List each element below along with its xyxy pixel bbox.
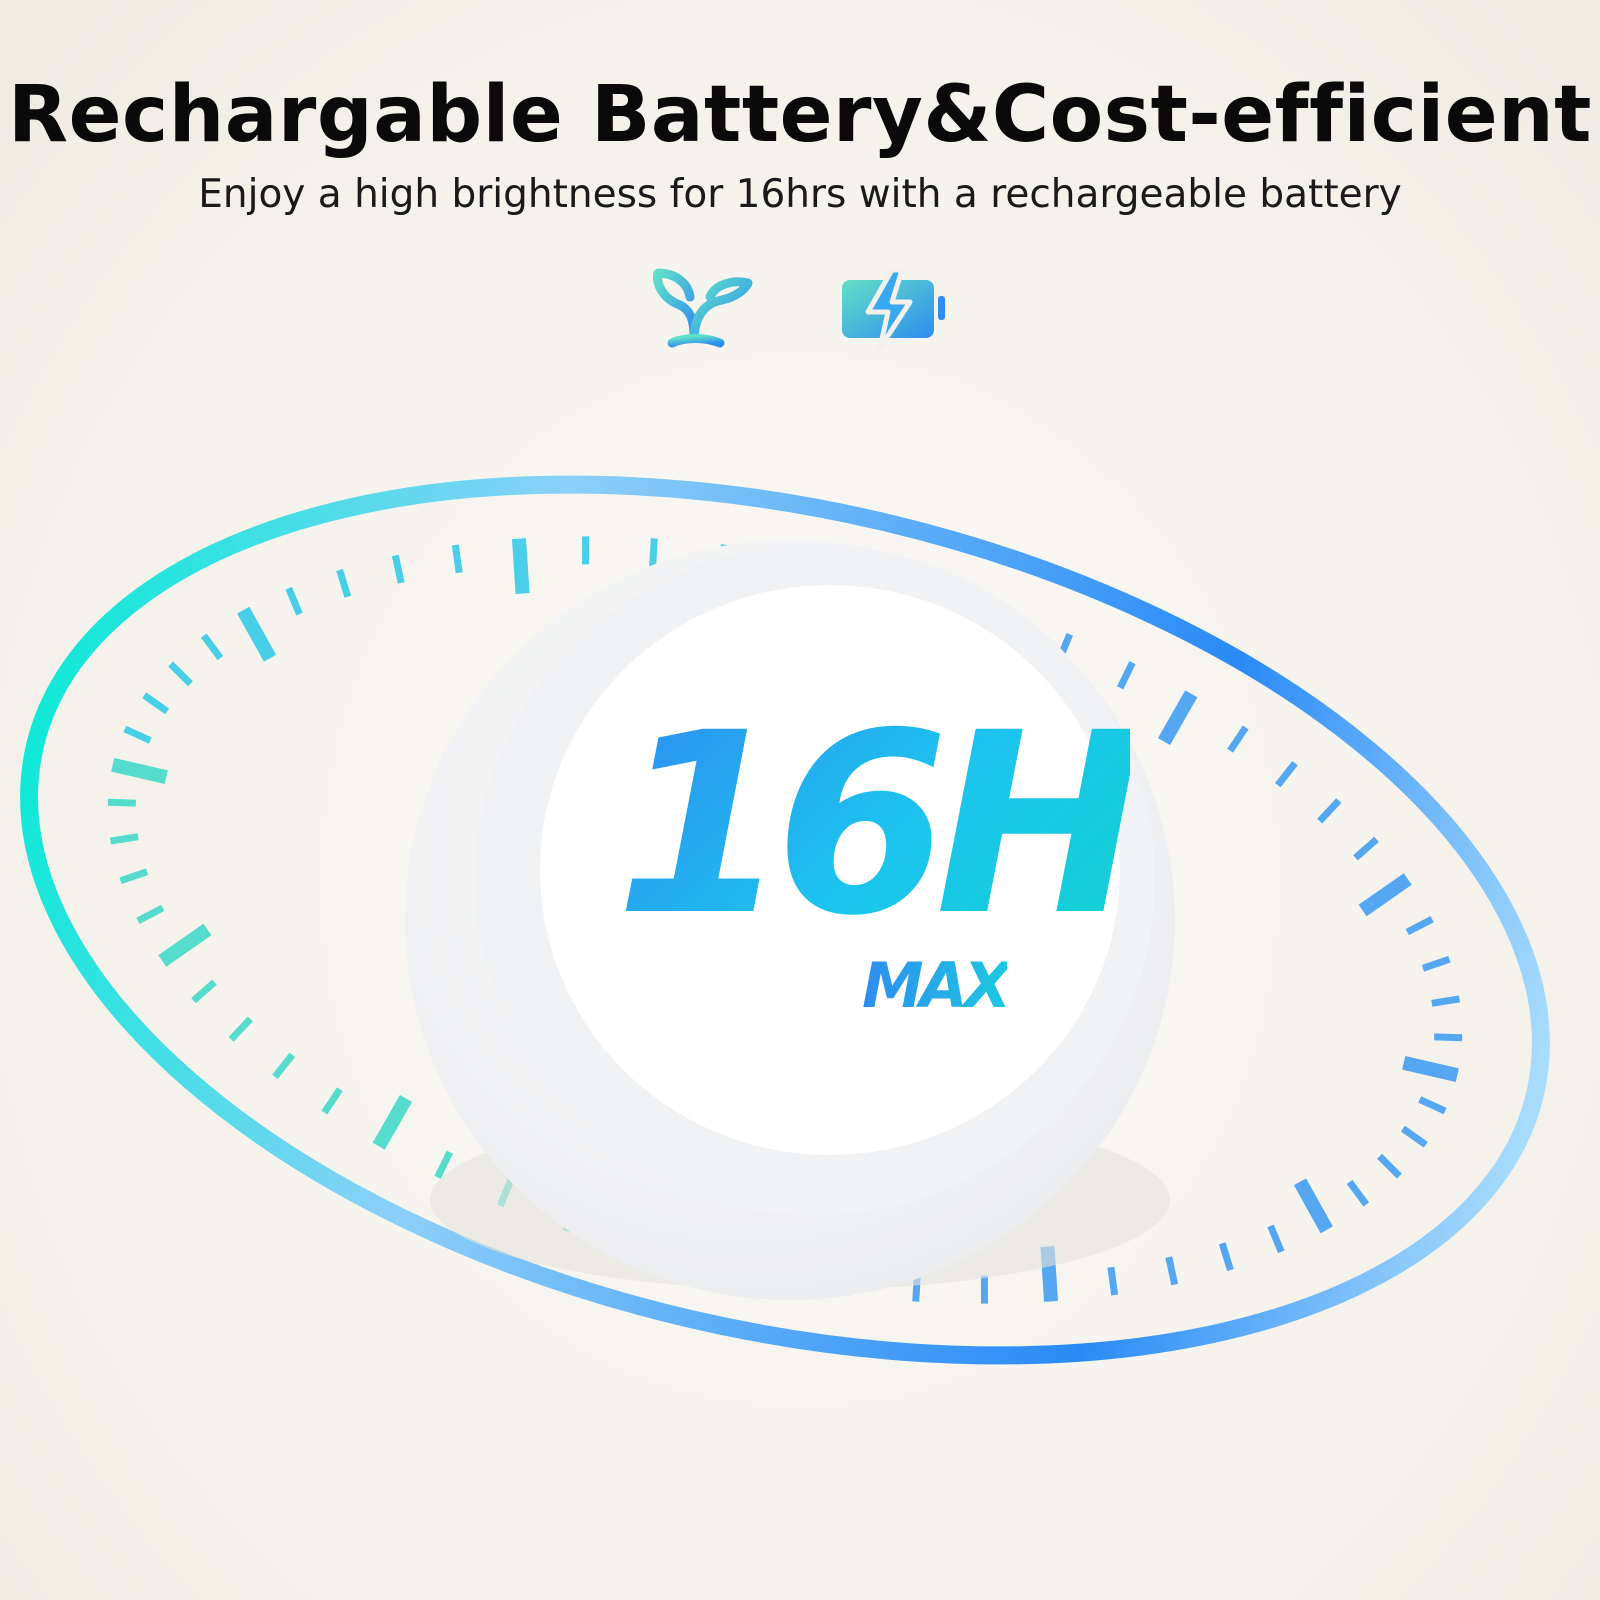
- tick-mark: [142, 692, 170, 715]
- tick-mark: [1358, 873, 1412, 917]
- tick-mark: [119, 868, 149, 885]
- tick-mark: [272, 1052, 296, 1079]
- runtime-value: 16H: [615, 679, 1144, 970]
- runtime-label: MAX: [862, 949, 1011, 1022]
- tick-mark: [321, 1087, 343, 1115]
- tick-mark: [1402, 1056, 1459, 1083]
- tick-mark: [1353, 836, 1379, 861]
- tick-mark: [1421, 955, 1451, 972]
- tick-mark: [109, 833, 139, 845]
- tick-mark: [237, 606, 277, 662]
- tick-mark: [511, 538, 530, 594]
- tick-mark: [1165, 1256, 1179, 1286]
- tick-mark: [168, 661, 193, 687]
- lamp-face: [540, 585, 1120, 1155]
- tick-mark: [980, 1275, 988, 1304]
- tick-mark: [1377, 1153, 1402, 1179]
- tick-mark: [649, 538, 658, 567]
- tick-mark: [1157, 690, 1198, 746]
- tick-mark: [1267, 1224, 1285, 1254]
- tick-mark: [1400, 1125, 1428, 1148]
- tick-mark: [158, 923, 212, 967]
- page-title: Rechargable Battery&Cost-efficient: [8, 70, 1592, 160]
- tick-mark: [191, 979, 217, 1004]
- tick-mark: [123, 725, 152, 744]
- tick-mark: [391, 554, 405, 584]
- tick-mark: [434, 1150, 454, 1179]
- tick-mark: [336, 568, 352, 598]
- tick-mark: [1116, 661, 1136, 690]
- tick-mark: [228, 1016, 253, 1042]
- tick-mark: [1293, 1178, 1333, 1234]
- tick-mark: [1434, 1033, 1463, 1042]
- tick-mark: [372, 1094, 413, 1150]
- tick-mark: [1317, 798, 1342, 824]
- tick-mark: [1431, 995, 1461, 1007]
- tick-mark: [451, 544, 463, 574]
- tick-mark: [1405, 916, 1434, 936]
- tick-mark: [1418, 1096, 1447, 1115]
- tick-mark: [111, 757, 168, 784]
- tick-mark: [1107, 1266, 1119, 1296]
- progress-ring: [20, 475, 1550, 1365]
- tick-mark: [136, 904, 165, 924]
- tick-mark: [582, 536, 590, 565]
- tick-mark: [1274, 761, 1298, 788]
- tick-mark: [1218, 1242, 1234, 1272]
- page-subtitle: Enjoy a high brightness for 16hrs with a…: [198, 172, 1402, 217]
- tick-mark: [200, 633, 224, 661]
- tick-mark: [285, 586, 303, 616]
- eco-sprout-icon: [652, 268, 753, 348]
- tick-mark: [1227, 725, 1249, 753]
- tick-mark: [1346, 1179, 1370, 1207]
- battery-charging-icon: [842, 268, 945, 350]
- tick-mark: [107, 798, 136, 807]
